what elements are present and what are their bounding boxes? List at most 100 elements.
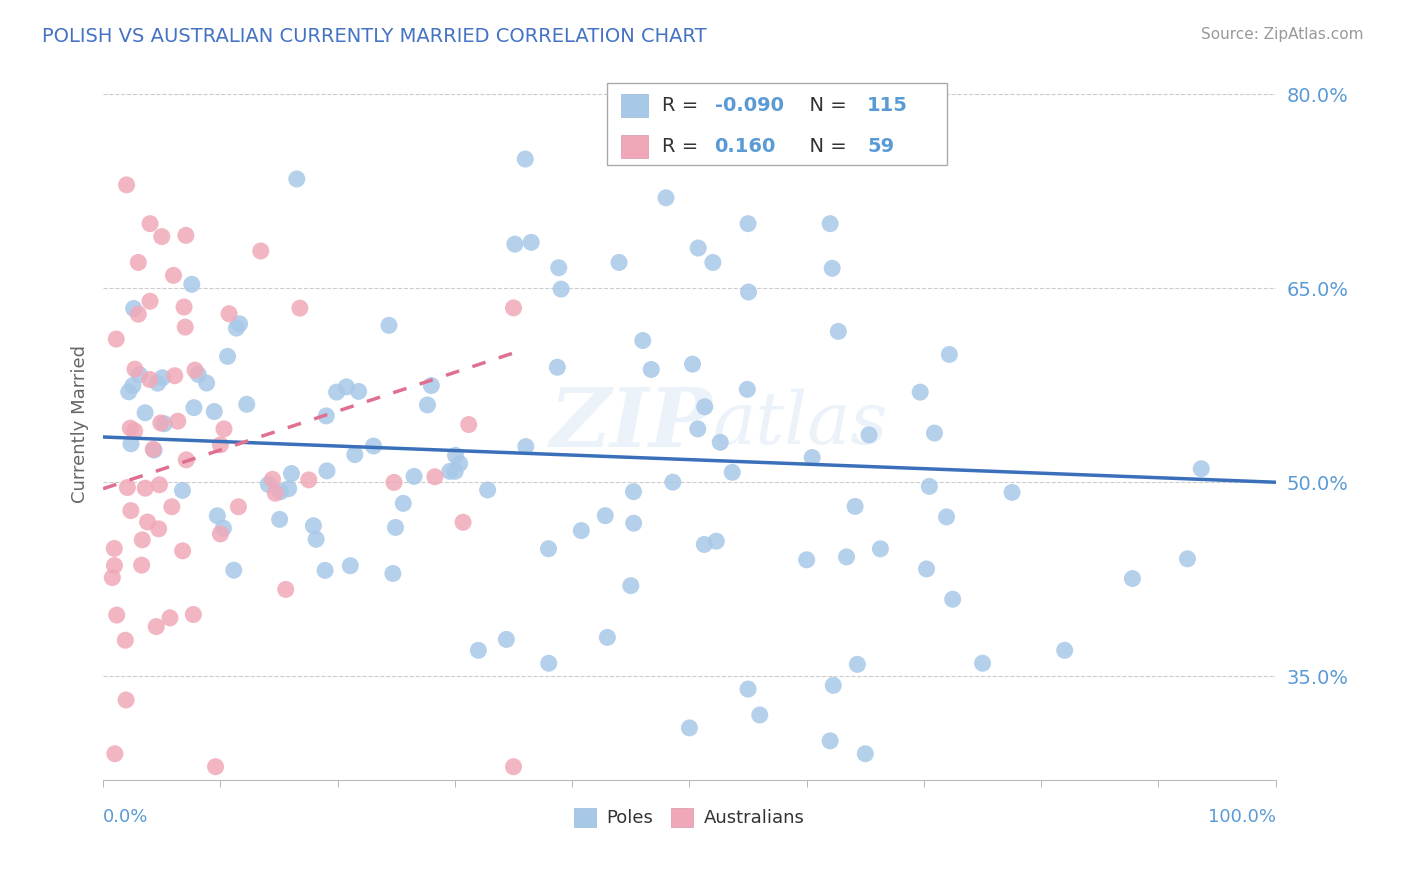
Bar	[621, 95, 648, 117]
Legend: Poles, Australians: Poles, Australians	[567, 801, 813, 835]
Point	[105, 332, 128, 346]
Point	[737, 285, 759, 299]
Point	[277, 482, 299, 496]
Text: ZIP: ZIP	[550, 384, 713, 464]
Point	[515, 152, 537, 166]
Point	[502, 760, 524, 774]
Point	[640, 362, 662, 376]
Point	[104, 747, 127, 761]
Bar	[621, 136, 648, 158]
Point	[1121, 572, 1143, 586]
Text: Source: ZipAtlas.com: Source: ZipAtlas.com	[1201, 27, 1364, 42]
Point	[503, 237, 526, 252]
Point	[174, 320, 197, 334]
Point	[547, 260, 569, 275]
Point	[127, 307, 149, 321]
Point	[146, 376, 169, 391]
Point	[225, 321, 247, 335]
Point	[537, 541, 560, 556]
Point	[159, 611, 181, 625]
Point	[148, 477, 170, 491]
Point	[184, 363, 207, 377]
Point	[131, 558, 153, 573]
Point	[120, 421, 142, 435]
Point	[212, 422, 235, 436]
Point	[384, 520, 406, 534]
Point	[150, 229, 173, 244]
Point	[467, 643, 489, 657]
Point	[124, 362, 146, 376]
Point	[623, 484, 645, 499]
Text: POLISH VS AUSTRALIAN CURRENTLY MARRIED CORRELATION CHART: POLISH VS AUSTRALIAN CURRENTLY MARRIED C…	[42, 27, 707, 45]
Point	[502, 301, 524, 315]
Point	[908, 385, 931, 400]
Point	[382, 475, 405, 490]
Point	[420, 378, 443, 392]
Point	[392, 496, 415, 510]
Point	[122, 301, 145, 316]
Text: 59: 59	[868, 137, 894, 156]
Point	[596, 631, 619, 645]
Point	[449, 457, 471, 471]
Text: R =: R =	[662, 137, 704, 156]
Point	[218, 307, 240, 321]
Point	[869, 541, 891, 556]
Point	[416, 398, 439, 412]
Point	[607, 255, 630, 269]
Point	[796, 553, 818, 567]
Point	[381, 566, 404, 581]
Point	[709, 435, 731, 450]
Point	[120, 437, 142, 451]
Point	[305, 533, 328, 547]
Point	[593, 508, 616, 523]
Point	[117, 481, 139, 495]
Text: R =: R =	[662, 96, 704, 115]
Point	[138, 372, 160, 386]
Point	[202, 404, 225, 418]
Point	[315, 409, 337, 423]
Text: N =: N =	[797, 96, 852, 115]
Point	[314, 563, 336, 577]
Point	[103, 541, 125, 556]
Point	[101, 571, 124, 585]
Point	[115, 693, 138, 707]
Point	[209, 438, 232, 452]
FancyBboxPatch shape	[607, 83, 948, 164]
Point	[1001, 485, 1024, 500]
Point	[853, 747, 876, 761]
Point	[145, 619, 167, 633]
Point	[124, 424, 146, 438]
Point	[818, 217, 841, 231]
Point	[174, 453, 197, 467]
Point	[347, 384, 370, 399]
Point	[228, 317, 250, 331]
Point	[298, 473, 321, 487]
Point	[662, 475, 685, 490]
Point	[180, 277, 202, 292]
Point	[402, 469, 425, 483]
Point	[378, 318, 401, 333]
Point	[444, 464, 467, 478]
Point	[280, 467, 302, 481]
Point	[142, 442, 165, 457]
Point	[128, 368, 150, 382]
Point	[136, 515, 159, 529]
Point	[174, 228, 197, 243]
Point	[844, 500, 866, 514]
Point	[262, 472, 284, 486]
Point	[139, 294, 162, 309]
Text: 115: 115	[868, 96, 908, 115]
Point	[918, 479, 941, 493]
Point	[120, 503, 142, 517]
Point	[115, 178, 138, 192]
Point	[103, 558, 125, 573]
Point	[1053, 643, 1076, 657]
Point	[737, 382, 759, 396]
Point	[1189, 462, 1212, 476]
Point	[655, 191, 678, 205]
Point	[423, 469, 446, 483]
Point	[972, 657, 994, 671]
Point	[748, 708, 770, 723]
Point	[678, 721, 700, 735]
Point	[148, 522, 170, 536]
